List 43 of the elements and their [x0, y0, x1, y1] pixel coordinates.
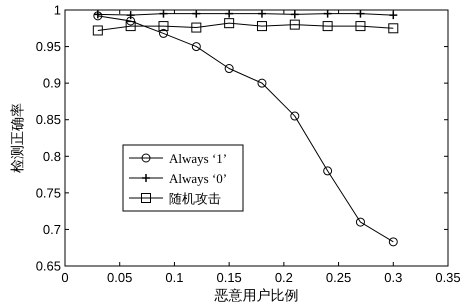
x-tick-label: 0.15: [216, 270, 242, 285]
point: [126, 21, 136, 32]
point: [92, 25, 103, 36]
point: [224, 18, 234, 28]
y-tick-label: 0.7: [42, 222, 61, 237]
point: [126, 16, 136, 26]
point: [356, 218, 365, 227]
y-tick-label: 0.95: [36, 39, 61, 54]
x-tick-label: 0.35: [435, 270, 461, 285]
x-tick-label: 0.1: [165, 270, 184, 285]
point: [388, 10, 398, 20]
point: [126, 10, 136, 20]
point: [257, 78, 266, 88]
point: [290, 20, 300, 30]
legend-label: Always ‘0’: [169, 171, 228, 186]
point: [323, 166, 332, 176]
point: [388, 237, 398, 246]
y-tick-label: 1: [54, 2, 61, 18]
y-tick-label: 0.9: [42, 76, 61, 91]
legend-label: Always ‘1’: [169, 151, 228, 166]
y-tick-label: 0.75: [36, 185, 61, 200]
point: [355, 21, 366, 32]
legend-label: 随机攻击: [169, 191, 221, 206]
point: [388, 23, 398, 34]
y-tick-label: 0.65: [36, 258, 61, 274]
point: [290, 10, 300, 20]
y-tick-label: 0.8: [42, 148, 61, 164]
point: [224, 64, 234, 74]
point: [322, 21, 333, 32]
x-tick-label: 0.3: [384, 270, 402, 285]
point: [192, 42, 201, 52]
y-axis-title: 检测正确率: [9, 103, 25, 173]
point: [290, 112, 300, 121]
x-tick-label: 0.25: [326, 270, 352, 285]
point: [158, 21, 168, 32]
y-tick-label: 0.85: [36, 112, 61, 128]
point: [256, 21, 267, 32]
point: [158, 28, 168, 38]
x-tick-label: 0.05: [107, 270, 132, 285]
x-tick-label: 0.2: [274, 270, 293, 285]
x-axis-title: 恶意用户比例: [214, 287, 298, 303]
x-tick-label: 0: [61, 270, 69, 285]
point: [191, 22, 202, 33]
